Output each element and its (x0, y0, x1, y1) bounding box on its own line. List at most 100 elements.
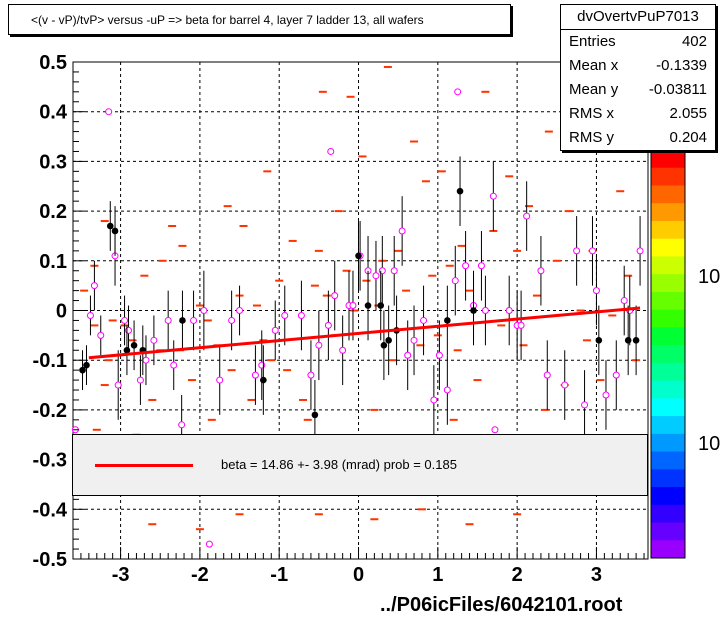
profile-point (258, 361, 266, 369)
profile-point (114, 381, 122, 389)
profile-point (105, 108, 113, 116)
footer-filename: ../P06icFiles/6042101.root (380, 594, 623, 616)
palette-swatch (651, 220, 685, 240)
stats-label: RMS x (569, 105, 614, 122)
profile-point (281, 311, 289, 319)
profile-point (251, 371, 259, 379)
x-tick-label: 0 (353, 564, 364, 586)
plot-title-text: <(v - vP)/tvP> versus -uP => beta for ba… (31, 13, 424, 27)
black-point (83, 361, 90, 369)
profile-point (378, 267, 386, 275)
palette-swatch (651, 504, 685, 524)
profile-point (170, 361, 178, 369)
profile-point (90, 282, 98, 290)
black-point (260, 376, 267, 384)
fit-line (88, 306, 641, 360)
profile-point (390, 267, 398, 275)
profile-point (297, 311, 305, 319)
palette-swatch (651, 327, 685, 346)
stats-label: Mean y (569, 81, 619, 98)
palette-swatch (651, 203, 685, 222)
profile-point (443, 386, 451, 394)
palette-label: 10 (698, 266, 720, 288)
profile-point (612, 371, 620, 379)
stats-value: 2.055 (669, 105, 707, 122)
black-point (106, 222, 114, 230)
profile-point (327, 147, 335, 155)
profile-point (136, 376, 144, 384)
stats-row-rms-y: RMS y 0.204 (561, 126, 715, 150)
x-tick-label: 3 (591, 564, 602, 586)
profile-point (205, 540, 213, 548)
y-tick-label: -0.3 (33, 450, 67, 472)
black-point (385, 337, 392, 344)
profile-point (125, 326, 133, 334)
palette-swatch (651, 238, 685, 257)
palette-swatch (651, 416, 685, 435)
black-point (355, 252, 362, 260)
profile-point (592, 287, 600, 295)
profile-point (142, 356, 150, 364)
profile-point (454, 88, 462, 96)
palette-swatch (651, 309, 685, 328)
plot-title: <(v - vP)/tvP> versus -uP => beta for ba… (8, 4, 511, 35)
palette-swatch (651, 256, 685, 275)
stats-label: Mean x (569, 57, 619, 74)
profile-point (216, 376, 224, 384)
x-tick-label: -2 (191, 564, 209, 586)
palette-swatch (651, 362, 685, 382)
profile-point (581, 401, 589, 409)
profile-point (537, 267, 545, 275)
profile-point (331, 292, 339, 300)
profile-point (620, 297, 628, 305)
profile-point (491, 426, 499, 434)
profile-point (372, 272, 380, 280)
profile-point (543, 371, 551, 379)
black-point (111, 227, 119, 235)
profile-point (573, 247, 581, 255)
profile-point (477, 262, 485, 270)
stats-value: 0.204 (669, 129, 707, 146)
black-point (130, 341, 138, 349)
profile-point (435, 351, 443, 359)
profile-point (489, 192, 497, 200)
profile-point (236, 307, 244, 314)
y-tick-label: 0 (56, 301, 67, 323)
profile-point (324, 321, 332, 329)
x-tick-label: 1 (432, 564, 443, 586)
profile-point (517, 321, 525, 329)
profile-point (178, 421, 186, 429)
x-tick-label: -3 (112, 564, 130, 586)
x-tick-label: 2 (512, 564, 523, 586)
y-tick-label: 0.2 (39, 201, 67, 223)
black-point (179, 317, 186, 324)
palette-swatch (651, 274, 685, 293)
palette-swatch (651, 398, 685, 417)
black-point (456, 187, 464, 195)
stats-value: 402 (681, 33, 707, 50)
profile-point (505, 307, 513, 314)
black-point (632, 337, 640, 344)
profile-point (523, 212, 531, 220)
y-tick-label: 0.4 (39, 102, 68, 124)
palette-swatch (651, 451, 685, 470)
fit-legend: beta = 14.86 +- 3.98 (mrad) prob = 0.185 (72, 434, 648, 496)
profile-point (150, 336, 158, 344)
black-point (470, 307, 477, 314)
profile-point (481, 307, 489, 314)
profile-point (190, 316, 198, 324)
legend-line-swatch (95, 464, 193, 467)
profile-point (410, 336, 418, 344)
black-point (364, 302, 372, 309)
palette-swatch (651, 167, 685, 186)
palette-label: 10 (698, 433, 720, 455)
palette-swatch (651, 291, 685, 311)
profile-point (636, 247, 644, 255)
profile-point (404, 351, 412, 359)
palette-swatch (651, 522, 685, 541)
profile-point (588, 247, 596, 255)
black-point (311, 411, 319, 419)
palette-swatch (651, 487, 685, 506)
profile-point (164, 316, 172, 324)
palette-swatch (651, 345, 685, 364)
